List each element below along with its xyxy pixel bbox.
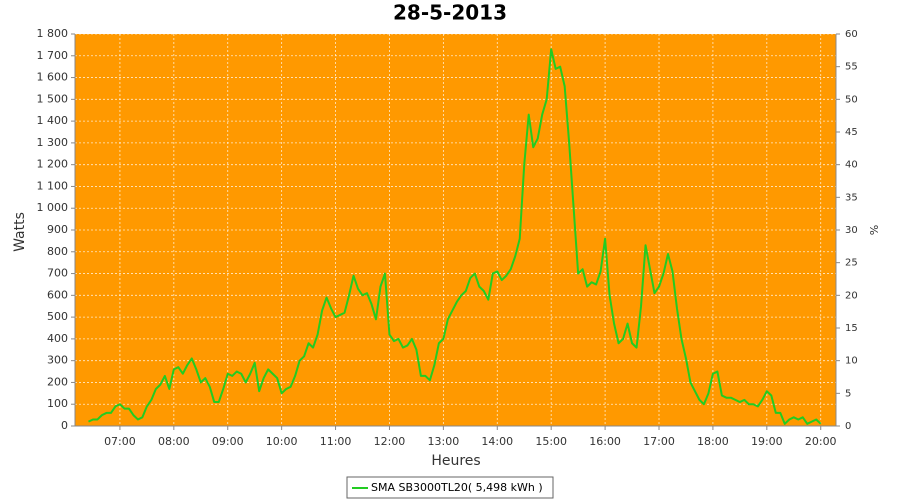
y-tick-label: 1 300 — [37, 136, 69, 149]
chart-title: 28-5-2013 — [393, 1, 507, 25]
x-tick-label: 09:00 — [212, 435, 244, 448]
y2-tick-label: 20 — [845, 290, 858, 301]
y-tick-label: 100 — [47, 397, 68, 410]
y-tick-label: 1 800 — [37, 27, 69, 40]
y2-tick-label: 5 — [845, 388, 851, 399]
x-tick-label: 16:00 — [589, 435, 621, 448]
y-tick-label: 600 — [47, 288, 68, 301]
y2-tick-label: 50 — [845, 94, 858, 105]
y2-tick-label: 0 — [845, 421, 851, 432]
y-tick-label: 1 600 — [37, 71, 69, 84]
y2-tick-label: 45 — [845, 127, 858, 138]
y-tick-label: 700 — [47, 267, 68, 280]
y-tick-label: 1 500 — [37, 92, 69, 105]
y-tick-label: 900 — [47, 223, 68, 236]
legend-label: SMA SB3000TL20( 5,498 kWh ) — [371, 481, 543, 494]
y-tick-label: 300 — [47, 354, 68, 367]
y2-axis-label: % — [867, 225, 880, 235]
x-tick-label: 08:00 — [158, 435, 190, 448]
x-tick-label: 14:00 — [481, 435, 513, 448]
y2-tick-label: 30 — [845, 225, 858, 236]
x-tick-label: 18:00 — [697, 435, 729, 448]
x-tick-label: 13:00 — [428, 435, 460, 448]
y2-tick-label: 15 — [845, 323, 858, 334]
x-tick-label: 10:00 — [266, 435, 298, 448]
y2-tick-label: 10 — [845, 356, 858, 367]
x-tick-label: 20:00 — [805, 435, 837, 448]
y-tick-label: 1 700 — [37, 49, 69, 62]
data-line — [88, 48, 822, 425]
y-tick-label: 1 400 — [37, 114, 69, 127]
x-tick-label: 17:00 — [643, 435, 675, 448]
y-tick-label: 1 100 — [37, 179, 69, 192]
y-tick-label: 1 000 — [37, 201, 69, 214]
x-tick-label: 19:00 — [751, 435, 783, 448]
x-tick-label: 12:00 — [374, 435, 406, 448]
x-tick-label: 11:00 — [320, 435, 352, 448]
y2-tick-label: 60 — [845, 29, 858, 40]
legend — [346, 476, 554, 499]
y-tick-label: 200 — [47, 375, 68, 388]
y2-tick-label: 35 — [845, 192, 858, 203]
y2-tick-label: 55 — [845, 62, 858, 73]
x-tick-label: 15:00 — [535, 435, 567, 448]
y-tick-label: 500 — [47, 310, 68, 323]
y-tick-label: 400 — [47, 332, 68, 345]
y2-tick-label: 40 — [845, 160, 858, 171]
y-axis-label: Watts — [12, 212, 28, 252]
x-axis-label: Heures — [431, 453, 480, 469]
x-tick-label: 07:00 — [104, 435, 136, 448]
y-tick-label: 0 — [61, 419, 68, 432]
y-tick-label: 800 — [47, 245, 68, 258]
y2-tick-label: 25 — [845, 258, 858, 269]
y-tick-label: 1 200 — [37, 158, 69, 171]
